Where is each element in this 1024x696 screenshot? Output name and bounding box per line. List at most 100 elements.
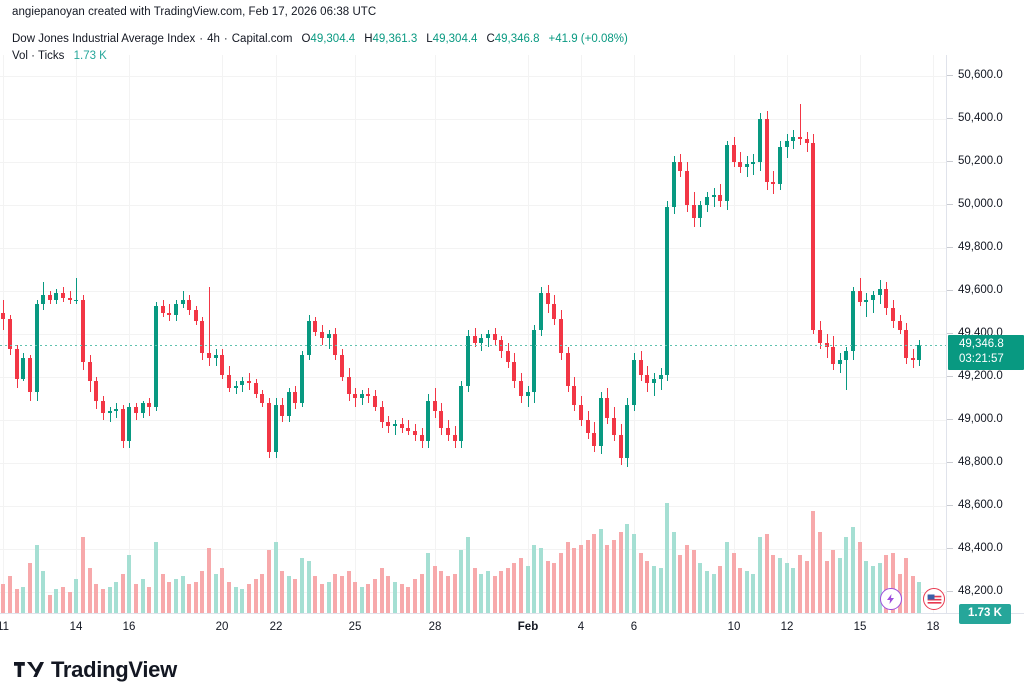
candle-body xyxy=(280,404,284,416)
price-axis[interactable]: 50,600.0 50,400.0 50,200.0 50,000.0 49,800.0… xyxy=(946,55,1024,624)
time-tick-label: 12 xyxy=(780,621,794,633)
volume-bar xyxy=(360,587,364,613)
volume-bar xyxy=(838,558,842,613)
legend-close: C49,346.8 xyxy=(486,32,539,47)
volume-bar xyxy=(659,568,663,613)
volume-bar xyxy=(891,553,895,613)
volume-bar xyxy=(552,563,556,613)
volume-bar xyxy=(499,571,503,613)
price-tick-dash xyxy=(947,418,953,420)
candle-body xyxy=(552,303,556,319)
candle-body xyxy=(207,353,211,358)
us-flag-icon[interactable] xyxy=(923,588,945,610)
volume-bar xyxy=(68,592,72,613)
candle-body xyxy=(844,351,848,360)
chart-legend: Dow Jones Industrial Average Index · 4h … xyxy=(12,32,628,64)
legend-low: L49,304.4 xyxy=(426,32,477,47)
price-tick-dash xyxy=(947,461,953,463)
volume-bar xyxy=(366,584,370,613)
chart-plot-area[interactable] xyxy=(0,55,946,613)
volume-bar xyxy=(519,558,523,613)
candle-body xyxy=(74,299,78,301)
candle-body xyxy=(446,428,450,435)
volume-bar xyxy=(858,542,862,613)
legend-volume-title[interactable]: Vol · Ticks xyxy=(12,50,65,62)
volume-bar xyxy=(320,584,324,613)
price-tick-label: 50,000.0 xyxy=(947,198,1024,210)
gridline-vertical xyxy=(129,55,130,613)
candle-body xyxy=(167,312,171,315)
candle-body xyxy=(652,379,656,384)
candle-body xyxy=(858,291,862,302)
volume-bar xyxy=(692,550,696,613)
gridline-horizontal xyxy=(0,420,946,421)
volume-bar xyxy=(181,576,185,613)
volume-bar xyxy=(705,571,709,613)
time-tick-label: 10 xyxy=(727,621,741,633)
candle-body xyxy=(161,306,165,313)
candle-wick xyxy=(866,293,867,317)
volume-bar xyxy=(280,571,284,613)
volume-bar xyxy=(592,534,596,613)
candle-body xyxy=(327,334,331,339)
volume-bar xyxy=(446,576,450,613)
volume-bar xyxy=(639,553,643,613)
volume-bar xyxy=(732,553,736,613)
candle-body xyxy=(360,394,364,399)
price-tick-dash xyxy=(947,204,953,206)
gridline-vertical xyxy=(787,55,788,613)
candle-body xyxy=(393,424,397,427)
price-tick-label: 49,600.0 xyxy=(947,284,1024,296)
candle-wick xyxy=(110,406,111,422)
volume-bar xyxy=(8,576,12,613)
candle-body xyxy=(420,434,424,442)
price-tick-label: 48,800.0 xyxy=(947,456,1024,468)
candle-body xyxy=(546,293,550,304)
volume-bar xyxy=(54,589,58,613)
volume-bar xyxy=(293,579,297,613)
time-tick-label: 25 xyxy=(348,621,362,633)
candle-body xyxy=(572,385,576,405)
legend-symbol[interactable]: Dow Jones Industrial Average Index xyxy=(12,33,196,45)
gridline-vertical xyxy=(581,55,582,613)
candle-body xyxy=(579,404,583,420)
volume-bar xyxy=(825,561,829,613)
candle-body xyxy=(413,430,417,435)
legend-interval[interactable]: 4h xyxy=(207,33,220,45)
gridline-vertical xyxy=(435,55,436,613)
candle-body xyxy=(639,359,643,375)
candle-wick xyxy=(873,291,874,313)
price-tick-dash xyxy=(947,75,953,77)
legend-row-primary: Dow Jones Industrial Average Index · 4h … xyxy=(12,32,628,47)
volume-bar xyxy=(599,529,603,613)
price-tick-dash xyxy=(947,333,953,334)
gridline-vertical xyxy=(528,55,529,613)
tradingview-logo[interactable]: TradingView xyxy=(14,657,177,683)
price-tick-text: 50,600.0 xyxy=(958,69,1003,82)
candle-wick xyxy=(209,286,210,367)
volume-bar xyxy=(798,555,802,613)
volume-bar xyxy=(1,584,5,613)
candle-body xyxy=(566,353,570,386)
candle-body xyxy=(493,334,497,341)
gridline-horizontal xyxy=(0,506,946,507)
volume-bar xyxy=(778,558,782,613)
volume-bar xyxy=(240,589,244,613)
volume-bar xyxy=(539,548,543,613)
candle-body xyxy=(811,142,815,330)
candle-body xyxy=(805,138,809,143)
candle-body xyxy=(21,357,25,380)
lightning-icon[interactable] xyxy=(880,588,902,610)
candle-body xyxy=(672,162,676,208)
time-axis[interactable]: 11 14 16 20 22 25 28 Feb 4 6 10 12 15 18 xyxy=(0,613,1024,643)
candle-body xyxy=(214,355,218,358)
candle-body xyxy=(373,396,377,407)
volume-bar xyxy=(48,595,52,613)
price-tick-text: 48,400.0 xyxy=(958,541,1003,554)
volume-bar xyxy=(725,542,729,613)
legend-row-volume: Vol · Ticks 1.73 K xyxy=(12,49,628,64)
volume-bar xyxy=(791,568,795,613)
current-price-badge: 49,346.8 03:21:57 xyxy=(948,335,1024,371)
volume-bar xyxy=(479,574,483,613)
candle-body xyxy=(592,432,596,446)
